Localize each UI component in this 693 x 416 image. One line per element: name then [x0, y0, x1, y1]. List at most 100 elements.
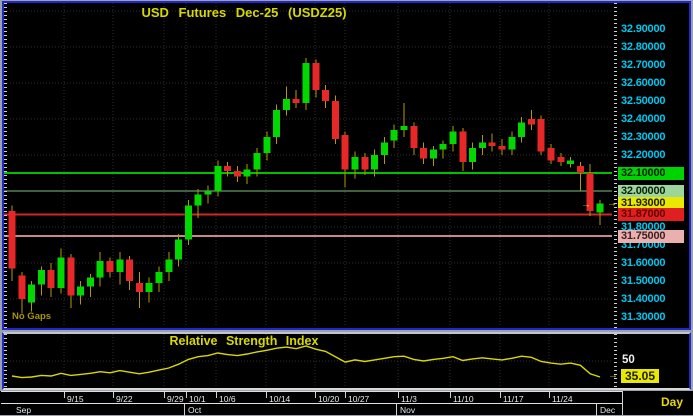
week-tick-mark — [398, 392, 399, 398]
candle-body — [537, 119, 545, 152]
candle-body — [547, 147, 555, 161]
candle-body — [410, 126, 418, 148]
price-level-badge: 32.10000 — [618, 166, 684, 180]
rsi-chart-canvas[interactable] — [4, 334, 612, 388]
month-separator — [396, 404, 397, 416]
period-day-button[interactable]: Day — [660, 395, 683, 409]
no-gaps-label: No Gaps — [12, 311, 52, 322]
candle-body — [351, 156, 359, 170]
week-tick-mark — [216, 392, 217, 398]
candle-body — [37, 270, 45, 285]
week-tick-mark — [315, 392, 316, 398]
arrow-right-icon: → — [608, 370, 618, 381]
candle-body — [429, 149, 437, 159]
week-tick-row: 9/15 9/22 9/29 10/1 10/6 10/14 10/20 10/27 11/3 1… — [1, 391, 622, 404]
candle-body — [518, 122, 526, 137]
price-tick-label: 31.30000 — [621, 310, 666, 323]
price-level-badge: 31.87000 — [618, 207, 684, 221]
week-tick-mark — [450, 392, 451, 398]
candle-body — [586, 173, 594, 211]
price-tick-label: 31.60000 — [621, 256, 666, 269]
chart-title: USD Futures Dec-25 (USDZ25) — [141, 5, 347, 20]
rsi-level-50-label: 50 — [622, 354, 635, 366]
week-tick-label: 11/24 — [552, 394, 573, 404]
week-tick-mark — [164, 392, 165, 398]
candle-body — [214, 165, 222, 191]
candle-body — [194, 194, 202, 206]
candle-body — [184, 205, 192, 240]
price-axis: 32.90000 32.80000 32.70000 32.60000 32.50000… — [607, 3, 689, 328]
candle-body — [449, 131, 457, 145]
candle-body — [135, 282, 143, 292]
candle-body — [420, 147, 428, 159]
week-tick-mark — [186, 392, 187, 398]
week-tick-label: 11/17 — [503, 394, 524, 404]
candle-body — [77, 286, 85, 296]
price-chart-canvas[interactable]: → — [4, 3, 612, 325]
candle-body — [204, 191, 212, 195]
price-tick-label: 32.70000 — [621, 58, 666, 71]
candlestick-chart[interactable]: → — [4, 3, 612, 325]
candle-body — [576, 165, 584, 173]
price-tick-label: 32.50000 — [621, 94, 666, 107]
candle-body — [361, 156, 369, 170]
month-label: Nov — [400, 405, 416, 415]
candle-body — [116, 259, 124, 272]
month-label: Dec — [600, 405, 616, 415]
week-tick-label: 10/1 — [189, 394, 206, 404]
candle-body — [86, 277, 94, 287]
candle-body — [312, 63, 320, 91]
candle-body — [145, 282, 153, 292]
left-price-ruler — [4, 3, 7, 328]
candle-body — [253, 153, 261, 170]
candle-body — [47, 270, 55, 289]
week-tick-label: 10/20 — [318, 394, 340, 404]
price-tick-label: 32.20000 — [621, 148, 666, 161]
candle-body — [106, 261, 114, 272]
candle-body — [155, 272, 163, 283]
candle-body — [527, 119, 535, 125]
candle-body — [18, 275, 26, 299]
week-tick-mark — [500, 392, 501, 398]
candle-body — [508, 137, 516, 150]
month-separator — [184, 404, 185, 416]
candle-body — [282, 99, 290, 110]
price-chart-panel: → USD Futures Dec-25 (USDZ25) No Gaps 32… — [2, 1, 691, 330]
candle-body — [459, 131, 467, 163]
candle-body — [175, 239, 183, 260]
period-box: Day — [623, 391, 693, 415]
rsi-chart[interactable] — [4, 334, 612, 388]
candle-body — [488, 142, 496, 146]
month-label: Sep — [16, 405, 32, 415]
candle-body — [567, 160, 575, 164]
price-tick-label: 32.60000 — [621, 76, 666, 89]
week-tick-mark — [64, 392, 65, 398]
candle-body — [371, 155, 379, 170]
week-tick-label: 10/6 — [219, 394, 236, 404]
price-tick-label: 32.90000 — [621, 22, 666, 35]
week-tick-label: 9/22 — [116, 394, 133, 404]
rsi-panel: Relative Strength Index 50 → 35.05 — [2, 332, 691, 390]
candle-body — [439, 144, 447, 150]
price-level-badge: 31.93000 → — [607, 197, 684, 211]
rsi-right-ruler — [614, 334, 617, 388]
price-level-badge: 32.00000 — [618, 184, 684, 198]
candle-body — [28, 284, 36, 303]
candle-body — [380, 142, 388, 155]
candle-body — [263, 137, 271, 154]
last-price-arrow-icon: → — [581, 200, 591, 211]
month-separator — [596, 404, 597, 416]
candle-body — [57, 257, 65, 289]
candle-body — [224, 165, 232, 172]
week-tick-label: 11/3 — [401, 394, 417, 404]
candle-body — [273, 110, 281, 137]
candle-body — [498, 146, 506, 150]
candle-body — [390, 129, 398, 141]
candle-body — [322, 90, 330, 101]
candle-body — [557, 156, 565, 163]
price-tick-label: 32.80000 — [621, 40, 666, 53]
week-tick-label: 9/29 — [167, 394, 184, 404]
week-tick-mark — [113, 392, 114, 398]
month-label: Oct — [188, 405, 202, 415]
candle-body — [292, 99, 300, 103]
